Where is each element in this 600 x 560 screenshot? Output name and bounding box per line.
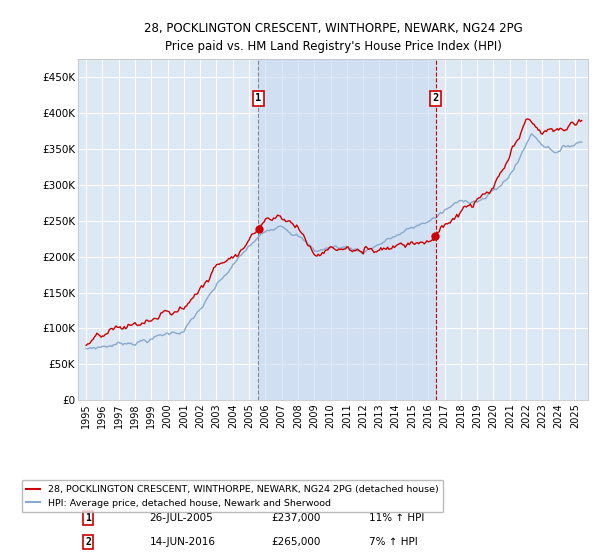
Text: 7% ↑ HPI: 7% ↑ HPI bbox=[368, 537, 418, 547]
Bar bbox=[259, 59, 436, 400]
Text: 2: 2 bbox=[85, 537, 91, 547]
Text: 11% ↑ HPI: 11% ↑ HPI bbox=[368, 514, 424, 523]
Text: 26-JUL-2005: 26-JUL-2005 bbox=[149, 514, 213, 523]
Text: 1: 1 bbox=[85, 514, 91, 523]
Text: £265,000: £265,000 bbox=[272, 537, 321, 547]
Text: 2: 2 bbox=[433, 94, 439, 104]
Text: 14-JUN-2016: 14-JUN-2016 bbox=[149, 537, 215, 547]
Text: 1: 1 bbox=[255, 94, 262, 104]
Legend: 28, POCKLINGTON CRESCENT, WINTHORPE, NEWARK, NG24 2PG (detached house), HPI: Ave: 28, POCKLINGTON CRESCENT, WINTHORPE, NEW… bbox=[22, 480, 443, 512]
Title: 28, POCKLINGTON CRESCENT, WINTHORPE, NEWARK, NG24 2PG
Price paid vs. HM Land Reg: 28, POCKLINGTON CRESCENT, WINTHORPE, NEW… bbox=[143, 22, 523, 53]
Text: £237,000: £237,000 bbox=[272, 514, 321, 523]
